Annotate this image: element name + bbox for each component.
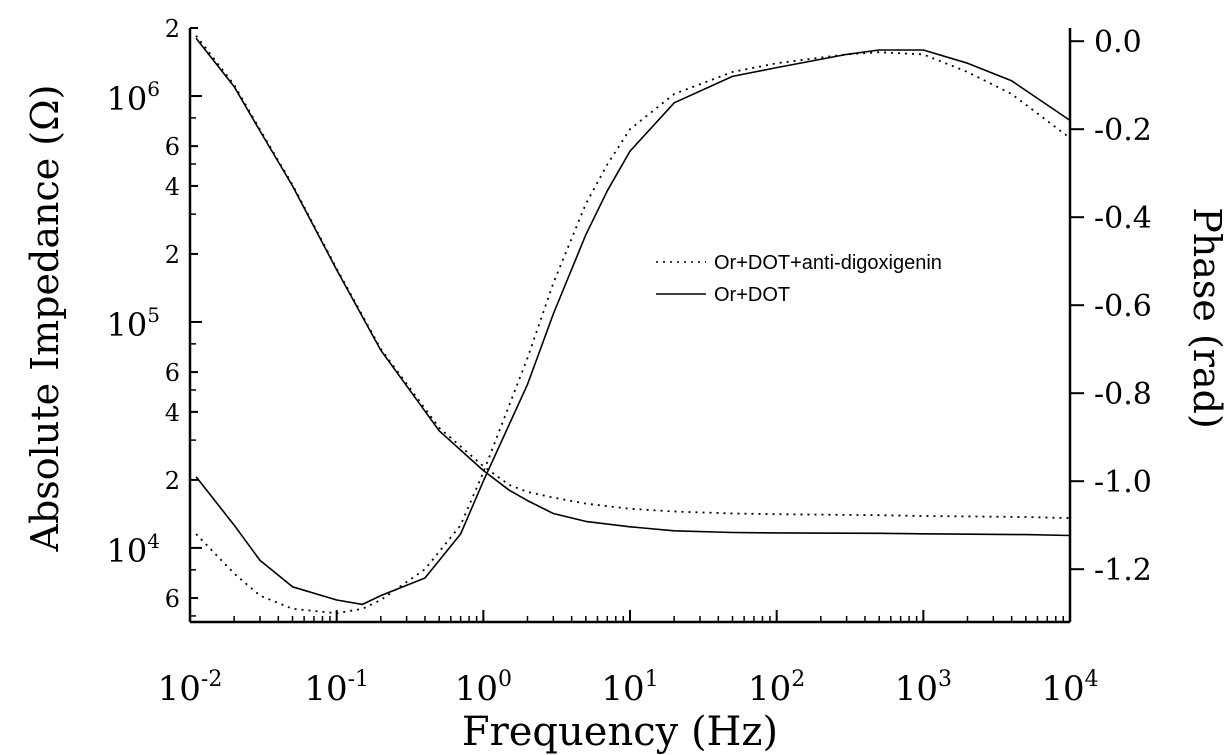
x-tick-label: 102 xyxy=(748,667,805,709)
x-axis-label: Frequency (Hz) xyxy=(462,709,778,755)
y-left-tick-label: 4 xyxy=(165,399,180,427)
y-right-tick-label: -0.2 xyxy=(1094,113,1152,148)
y-axis-label-left: Absolute Impedance (Ω) xyxy=(23,85,67,553)
y-left-tick-label: 2 xyxy=(165,467,180,495)
legend-label-or-dot: Or+DOT xyxy=(714,284,790,306)
y-right-tick-label: -1.0 xyxy=(1094,465,1152,500)
y-right-tick-label: 0.0 xyxy=(1094,25,1142,60)
y-axis-label-right: Phase (rad) xyxy=(1185,207,1229,429)
series-layer xyxy=(195,35,1071,615)
y-left-tick-label: 6 xyxy=(165,133,180,161)
y-right-tick-label: -0.6 xyxy=(1094,289,1152,324)
series-or-dot-impedance-line xyxy=(195,37,1071,537)
y-left-tick-label: 105 xyxy=(107,303,160,344)
x-tick-label: 104 xyxy=(1041,667,1098,709)
y-left-tick-label: 106 xyxy=(107,77,160,118)
y-left-tick-label: 104 xyxy=(107,529,160,570)
series-or-dot-phase-line xyxy=(195,49,1071,606)
chart-frame xyxy=(188,28,1072,624)
legend-label-anti-digoxigenin: Or+DOT+anti-digoxigenin xyxy=(714,252,942,274)
y-left-tick-label: 2 xyxy=(165,15,180,43)
series-or-dot-anti-digoxigenin-phase-line xyxy=(195,51,1071,615)
x-tick-label: 101 xyxy=(601,667,658,709)
y-right-tick-label: -1.2 xyxy=(1094,553,1152,588)
y-left-tick-label: 6 xyxy=(165,359,180,387)
tick-layer: 10-2 10-1 100 101 102 103 10421066421056421046… xyxy=(107,15,1152,709)
legend: Or+DOT+anti-digoxigenin Or+DOT xyxy=(656,252,942,306)
x-tick-label: 103 xyxy=(895,667,952,709)
x-tick-label: 100 xyxy=(455,667,512,709)
y-left-tick-label: 4 xyxy=(165,173,180,201)
x-tick-label: 10-1 xyxy=(304,667,369,709)
y-right-tick-label: -0.4 xyxy=(1094,201,1152,236)
y-right-tick-label: -0.8 xyxy=(1094,377,1152,412)
series-or-dot-anti-digoxigenin-impedance-line xyxy=(195,35,1071,519)
y-left-tick-label: 6 xyxy=(165,585,180,613)
x-tick-label: 10-2 xyxy=(158,667,223,709)
y-left-tick-label: 2 xyxy=(165,241,180,269)
